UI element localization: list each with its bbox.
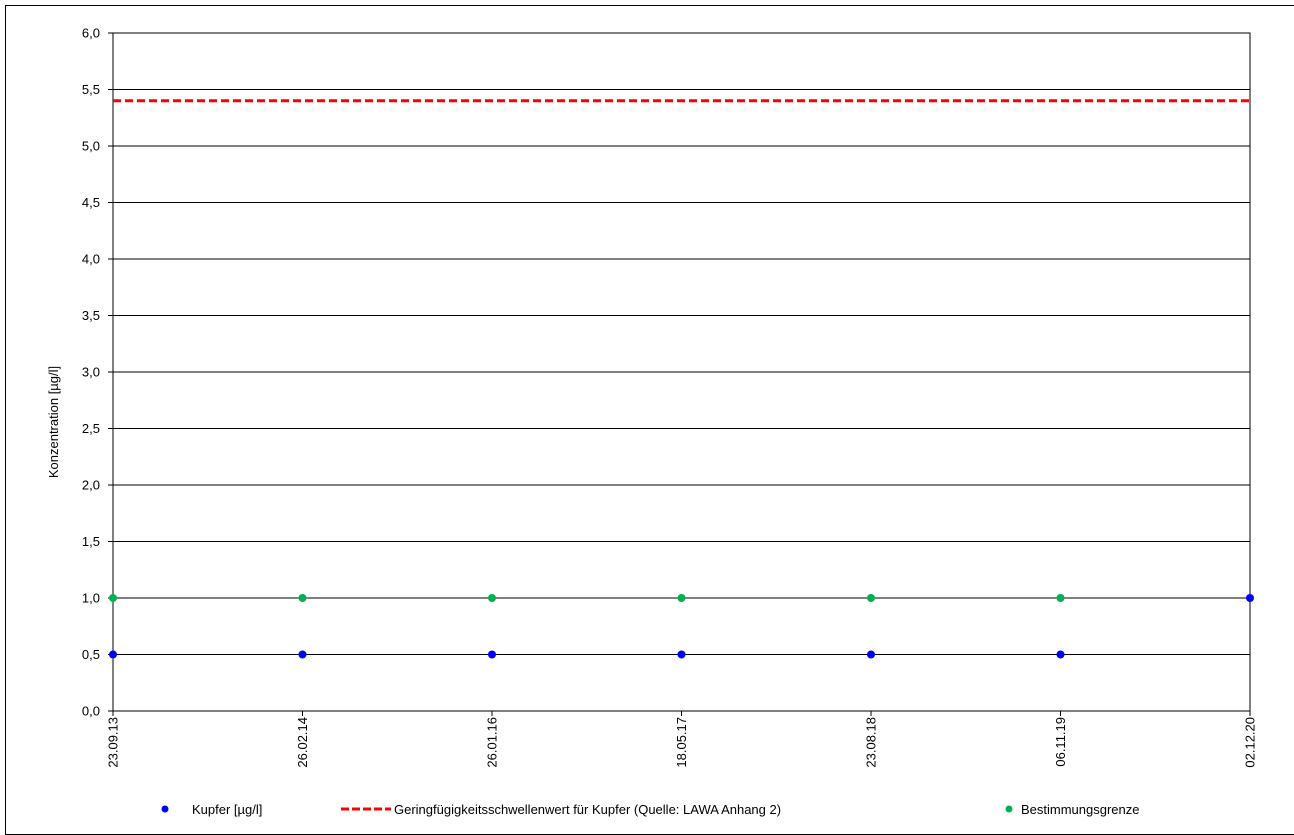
x-tick-label: 26.01.16 (485, 717, 500, 768)
data-point (488, 594, 496, 602)
y-tick-label: 0,0 (82, 704, 100, 719)
data-point (677, 650, 686, 659)
y-tick-labels: 0,0 0,5 1,0 1,5 2,0 2,5 3,0 3,5 4,0 4,5 5,0 5,5 6,0 (82, 26, 100, 719)
legend-label: Kupfer [µg/l] (192, 802, 262, 817)
y-tick-label: 2,0 (82, 478, 100, 493)
y-axis-label: Konzentration [µg/l] (46, 366, 61, 478)
x-tick-label: 26.02.14 (295, 717, 310, 768)
x-tick-label: 06.11.19 (1053, 717, 1068, 767)
data-point (867, 594, 875, 602)
x-tick-label: 18.05.17 (674, 717, 689, 768)
x-tick-labels: 23.09.13 26.02.14 26.01.16 18.05.17 23.08.18… (106, 717, 1258, 768)
y-tick-label: 5,5 (82, 82, 100, 97)
y-tick-label: 1,0 (82, 591, 100, 606)
x-tick-label: 23.08.18 (864, 717, 879, 768)
gridlines (108, 32, 1250, 712)
data-point (867, 650, 875, 659)
y-tick-label: 2,5 (82, 421, 100, 436)
data-point (109, 594, 117, 602)
data-marks (109, 99, 1254, 659)
y-tick-label: 0,5 (82, 647, 100, 662)
legend-dot-marker (161, 805, 169, 813)
data-point (1246, 594, 1254, 602)
data-point (1056, 650, 1065, 659)
y-tick-label: 5,0 (82, 139, 100, 154)
y-tick-label: 3,5 (82, 308, 100, 323)
data-point (298, 594, 307, 602)
x-tick-label: 02.12.20 (1243, 717, 1258, 768)
y-tick-label: 4,0 (82, 252, 100, 267)
data-point (109, 650, 117, 659)
y-tick-label: 3,0 (82, 365, 100, 380)
legend-label: Geringfügigkeitsschwellenwert für Kupfer… (394, 802, 781, 817)
data-point (488, 650, 496, 659)
axes (112, 32, 1251, 716)
data-point (298, 650, 307, 659)
legend: Kupfer [µg/l] Geringfügigkeitsschwellenwe… (161, 802, 1140, 817)
legend-dot-marker (1005, 805, 1013, 813)
y-tick-label: 6,0 (82, 26, 100, 41)
y-tick-label: 1,5 (82, 534, 100, 549)
data-point (677, 594, 686, 602)
legend-label: Bestimmungsgrenze (1021, 802, 1140, 817)
data-point (1056, 594, 1065, 602)
x-tick-label: 23.09.13 (106, 717, 121, 768)
y-tick-label: 4,5 (82, 195, 100, 210)
